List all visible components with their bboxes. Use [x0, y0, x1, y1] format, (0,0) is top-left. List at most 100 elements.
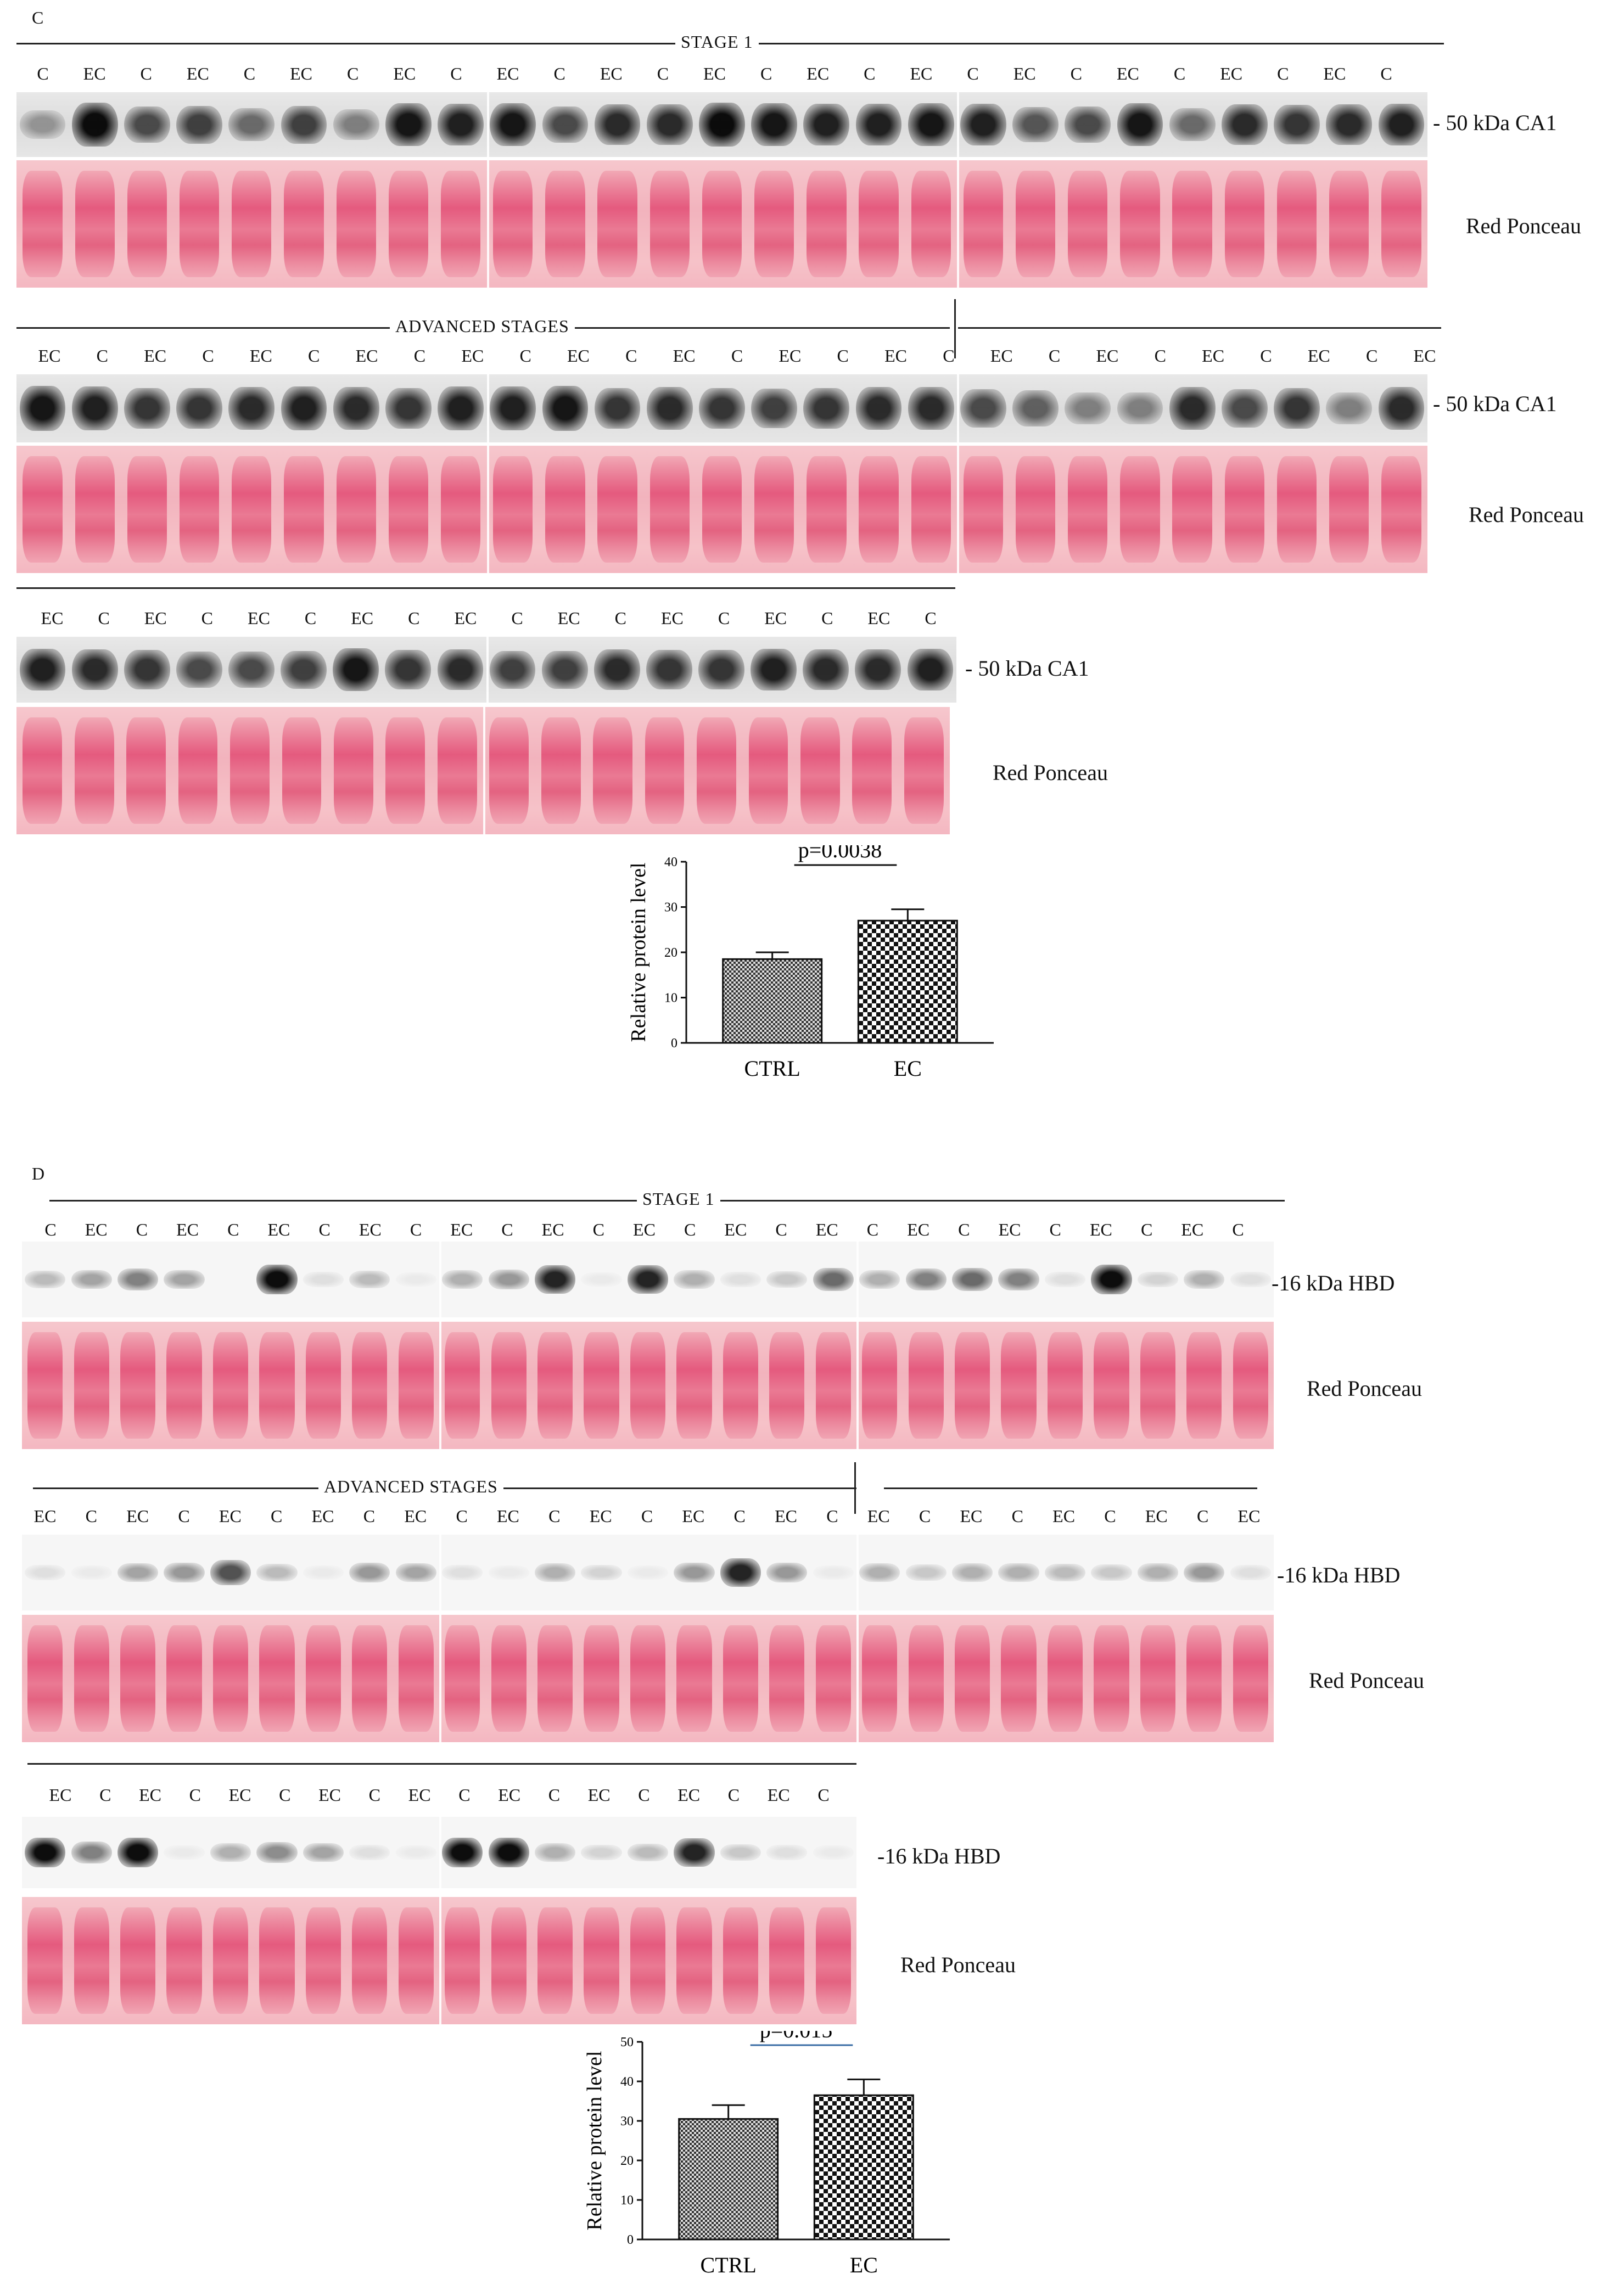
y-tick-label: 20: [664, 946, 677, 960]
lane-label: EC: [910, 64, 933, 83]
lane-label: C: [821, 608, 833, 628]
ponceau-lane: [398, 1907, 434, 2014]
blot-band: [281, 105, 327, 144]
blot-seam: [439, 1322, 441, 1449]
ponceau-lane: [1015, 456, 1056, 563]
lane-label: EC: [907, 1220, 930, 1239]
ca1-marker-label-advanced: - 50 kDa CA1: [1433, 391, 1557, 416]
ponceau-lane: [23, 717, 63, 824]
blot-band: [541, 650, 588, 689]
lane-label: EC: [126, 1506, 149, 1526]
blot-band: [1326, 392, 1373, 425]
bar-ec: [813, 2094, 914, 2241]
blot-band: [1044, 1564, 1086, 1581]
ponceau-lane: [1276, 170, 1317, 278]
blot-band: [905, 1268, 947, 1290]
ponceau-lane: [1068, 456, 1108, 563]
lane-label: EC: [1145, 1506, 1168, 1526]
ponceau-lane: [178, 717, 218, 824]
lane-label: C: [450, 64, 462, 83]
y-tick-label: 50: [620, 2035, 634, 2050]
lane-label: C: [817, 1785, 830, 1805]
blot-band: [117, 1268, 159, 1290]
lane-label: C: [368, 1785, 381, 1805]
lane-label: C: [44, 1220, 57, 1239]
blot-seam: [957, 92, 960, 157]
ponceau-lane: [1120, 170, 1160, 278]
p-value-annotation: p=0.0038: [798, 845, 882, 862]
d-stage1-lane-labels: C EC C EC C EC C EC C EC C EC C EC C EC C EC C EC C EC C EC C EC C: [0, 1220, 1624, 1244]
lane-label: EC: [567, 346, 590, 366]
lane-label: C: [731, 346, 743, 366]
ponceau-stain-extra: [16, 707, 950, 834]
ponceau-lane: [754, 170, 794, 278]
blot-band: [698, 650, 744, 689]
ponceau-lane: [74, 1907, 109, 2014]
lane-label: C: [1232, 1220, 1244, 1239]
ponceau-lane: [597, 456, 637, 563]
lane-label: C: [243, 64, 256, 83]
ponceau-lane: [584, 1332, 619, 1439]
blot-band: [908, 103, 954, 146]
lane-label: C: [279, 1785, 291, 1805]
ponceau-lane: [489, 717, 529, 824]
ponceau-lane: [385, 717, 425, 824]
lane-label: C: [178, 1506, 190, 1526]
p-value-annotation: p=0.015: [760, 2031, 833, 2042]
lane-label: C: [318, 1220, 331, 1239]
lane-label: C: [1365, 346, 1378, 366]
y-tick-label: 30: [664, 901, 677, 915]
ponceau-lane: [702, 456, 742, 563]
ponceau-lane: [166, 1332, 202, 1439]
lane-label: C: [1140, 1220, 1153, 1239]
lane-label: C: [98, 608, 110, 628]
lane-label: C: [1154, 346, 1166, 366]
ponceau-lane: [127, 170, 167, 278]
ponceau-lane: [649, 456, 690, 563]
ponceau-lane: [398, 1332, 434, 1439]
ponceau-lane: [352, 1625, 388, 1732]
lane-label: C: [456, 1506, 468, 1526]
blot-band: [1117, 392, 1163, 425]
blot-band: [1230, 1272, 1271, 1287]
ponceau-lane: [1381, 456, 1421, 563]
blot-band: [176, 651, 222, 688]
d-extra-lane-labels: EC C EC C EC C EC C EC C EC C EC C EC C EC C: [0, 1785, 1624, 1809]
lane-label: C: [958, 1220, 970, 1239]
bar-ctrl: [678, 2118, 779, 2241]
ponceau-lane: [440, 170, 481, 278]
blot-seam: [439, 1242, 441, 1317]
lane-label: EC: [144, 608, 167, 628]
stage1-label: STAGE 1: [675, 32, 759, 52]
blot-band: [803, 388, 850, 429]
blot-band: [581, 1272, 622, 1287]
lane-label: EC: [1181, 1220, 1204, 1239]
advanced-divider: [954, 299, 956, 358]
blot-band: [303, 1843, 344, 1862]
lane-label: EC: [359, 1220, 382, 1239]
lane-label: EC: [85, 1220, 108, 1239]
y-tick-label: 10: [664, 991, 677, 1006]
ponceau-lane: [493, 456, 533, 563]
lane-label: EC: [408, 1785, 431, 1805]
ponceau-lane: [282, 717, 322, 824]
blot-band: [281, 650, 327, 689]
ca1-western-blot-extra: [16, 637, 956, 703]
blot-band: [395, 1845, 436, 1860]
blot-band: [1326, 104, 1373, 145]
ponceau-lane: [212, 1625, 249, 1732]
ponceau-lane: [904, 717, 944, 824]
ponceau-lane: [815, 1907, 851, 2014]
blot-band: [256, 1265, 298, 1294]
lane-label: C: [919, 1506, 931, 1526]
blot-band: [1044, 1272, 1086, 1287]
lane-label: C: [136, 1220, 148, 1239]
d-ponceau-stain-stage1: [22, 1322, 1274, 1449]
lane-label: EC: [587, 1785, 611, 1805]
ponceau-stain-advanced: [16, 446, 1427, 573]
d-ponceau-stain-extra: [22, 1897, 856, 2024]
blot-band: [907, 649, 954, 691]
extra-bracket-line: [16, 587, 955, 589]
blot-band: [674, 1838, 715, 1867]
blot-band: [385, 650, 432, 689]
